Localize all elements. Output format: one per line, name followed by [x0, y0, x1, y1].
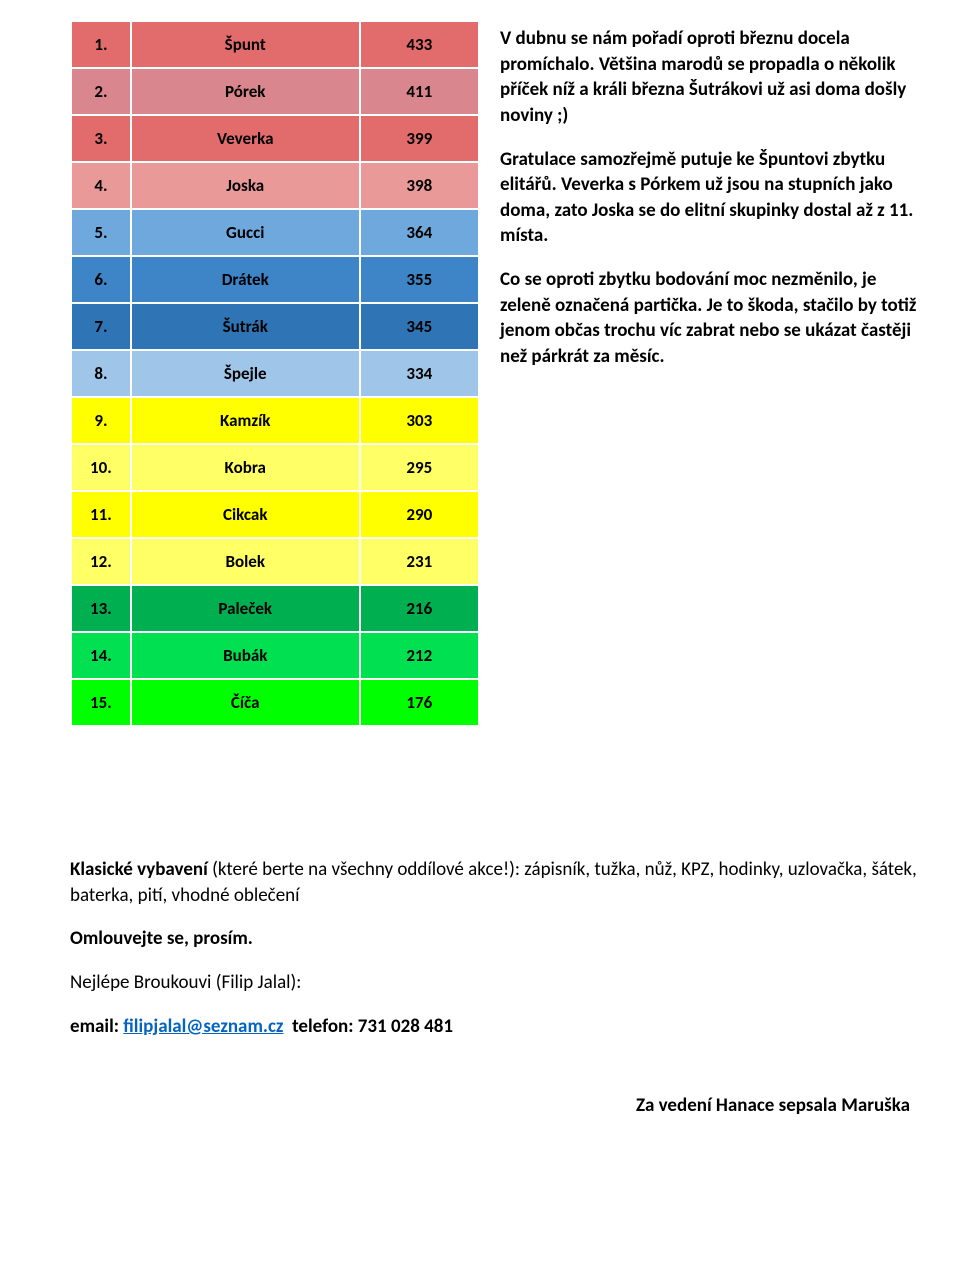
cell-rank: 12.: [71, 538, 131, 585]
cell-name: Cikcak: [131, 491, 360, 538]
cell-rank: 1.: [71, 21, 131, 68]
cell-score: 355: [360, 256, 479, 303]
paragraph-3: Co se oproti zbytku bodování moc nezměni…: [500, 267, 920, 370]
table-row: 11.Cikcak290: [71, 491, 479, 538]
cell-name: Bubák: [131, 632, 360, 679]
cell-score: 334: [360, 350, 479, 397]
contact-name-line: Nejlépe Broukouvi (Filip Jalal):: [70, 970, 920, 996]
phone-value: 731 028 481: [358, 1015, 453, 1038]
cell-score: 411: [360, 68, 479, 115]
cell-score: 212: [360, 632, 479, 679]
cell-rank: 14.: [71, 632, 131, 679]
contact-details: email: filipjalal@seznam.cz telefon: 731…: [70, 1014, 920, 1040]
table-row: 1.Špunt433: [71, 21, 479, 68]
table-row: 7.Šutrák345: [71, 303, 479, 350]
table-row: 2.Pórek411: [71, 68, 479, 115]
cell-rank: 5.: [71, 209, 131, 256]
cell-name: Šutrák: [131, 303, 360, 350]
table-row: 14.Bubák212: [71, 632, 479, 679]
commentary: V dubnu se nám pořadí oproti březnu doce…: [500, 20, 920, 727]
cell-name: Joska: [131, 162, 360, 209]
cell-score: 216: [360, 585, 479, 632]
cell-rank: 3.: [71, 115, 131, 162]
cell-name: Kamzík: [131, 397, 360, 444]
cell-rank: 15.: [71, 679, 131, 726]
equipment-line: Klasické vybavení (které berte na všechn…: [70, 857, 920, 908]
apology-line: Omlouvejte se, prosím.: [70, 926, 920, 952]
paragraph-1: V dubnu se nám pořadí oproti březnu doce…: [500, 26, 920, 129]
table-row: 5.Gucci364: [71, 209, 479, 256]
equipment-lead: Klasické vybavení: [70, 858, 208, 881]
cell-score: 303: [360, 397, 479, 444]
table-row: 3.Veverka399: [71, 115, 479, 162]
cell-rank: 4.: [71, 162, 131, 209]
table-row: 15.Číča176: [71, 679, 479, 726]
cell-score: 345: [360, 303, 479, 350]
cell-name: Špunt: [131, 21, 360, 68]
cell-rank: 11.: [71, 491, 131, 538]
cell-name: Gucci: [131, 209, 360, 256]
table-row: 13.Paleček216: [71, 585, 479, 632]
cell-rank: 10.: [71, 444, 131, 491]
cell-rank: 7.: [71, 303, 131, 350]
cell-name: Bolek: [131, 538, 360, 585]
table-row: 12.Bolek231: [71, 538, 479, 585]
cell-name: Kobra: [131, 444, 360, 491]
cell-score: 398: [360, 162, 479, 209]
cell-name: Pórek: [131, 68, 360, 115]
signature-line: Za vedení Hanace sepsala Maruška: [70, 1094, 910, 1117]
cell-score: 231: [360, 538, 479, 585]
cell-name: Paleček: [131, 585, 360, 632]
ranking-table: 1.Špunt4332.Pórek4113.Veverka3994.Joska3…: [70, 20, 480, 727]
cell-rank: 2.: [71, 68, 131, 115]
phone-label: telefon:: [292, 1015, 353, 1038]
cell-name: Špejle: [131, 350, 360, 397]
email-label: email: [70, 1015, 114, 1038]
cell-score: 433: [360, 21, 479, 68]
cell-rank: 9.: [71, 397, 131, 444]
cell-score: 364: [360, 209, 479, 256]
cell-score: 290: [360, 491, 479, 538]
cell-score: 295: [360, 444, 479, 491]
email-link[interactable]: filipjalal@seznam.cz: [123, 1015, 283, 1038]
cell-score: 399: [360, 115, 479, 162]
cell-name: Drátek: [131, 256, 360, 303]
cell-rank: 6.: [71, 256, 131, 303]
cell-name: Veverka: [131, 115, 360, 162]
cell-score: 176: [360, 679, 479, 726]
cell-rank: 8.: [71, 350, 131, 397]
table-row: 10.Kobra295: [71, 444, 479, 491]
paragraph-2: Gratulace samozřejmě putuje ke Špuntovi …: [500, 147, 920, 250]
cell-rank: 13.: [71, 585, 131, 632]
table-row: 6.Drátek355: [71, 256, 479, 303]
cell-name: Číča: [131, 679, 360, 726]
table-row: 4.Joska398: [71, 162, 479, 209]
table-row: 9.Kamzík303: [71, 397, 479, 444]
table-row: 8.Špejle334: [71, 350, 479, 397]
